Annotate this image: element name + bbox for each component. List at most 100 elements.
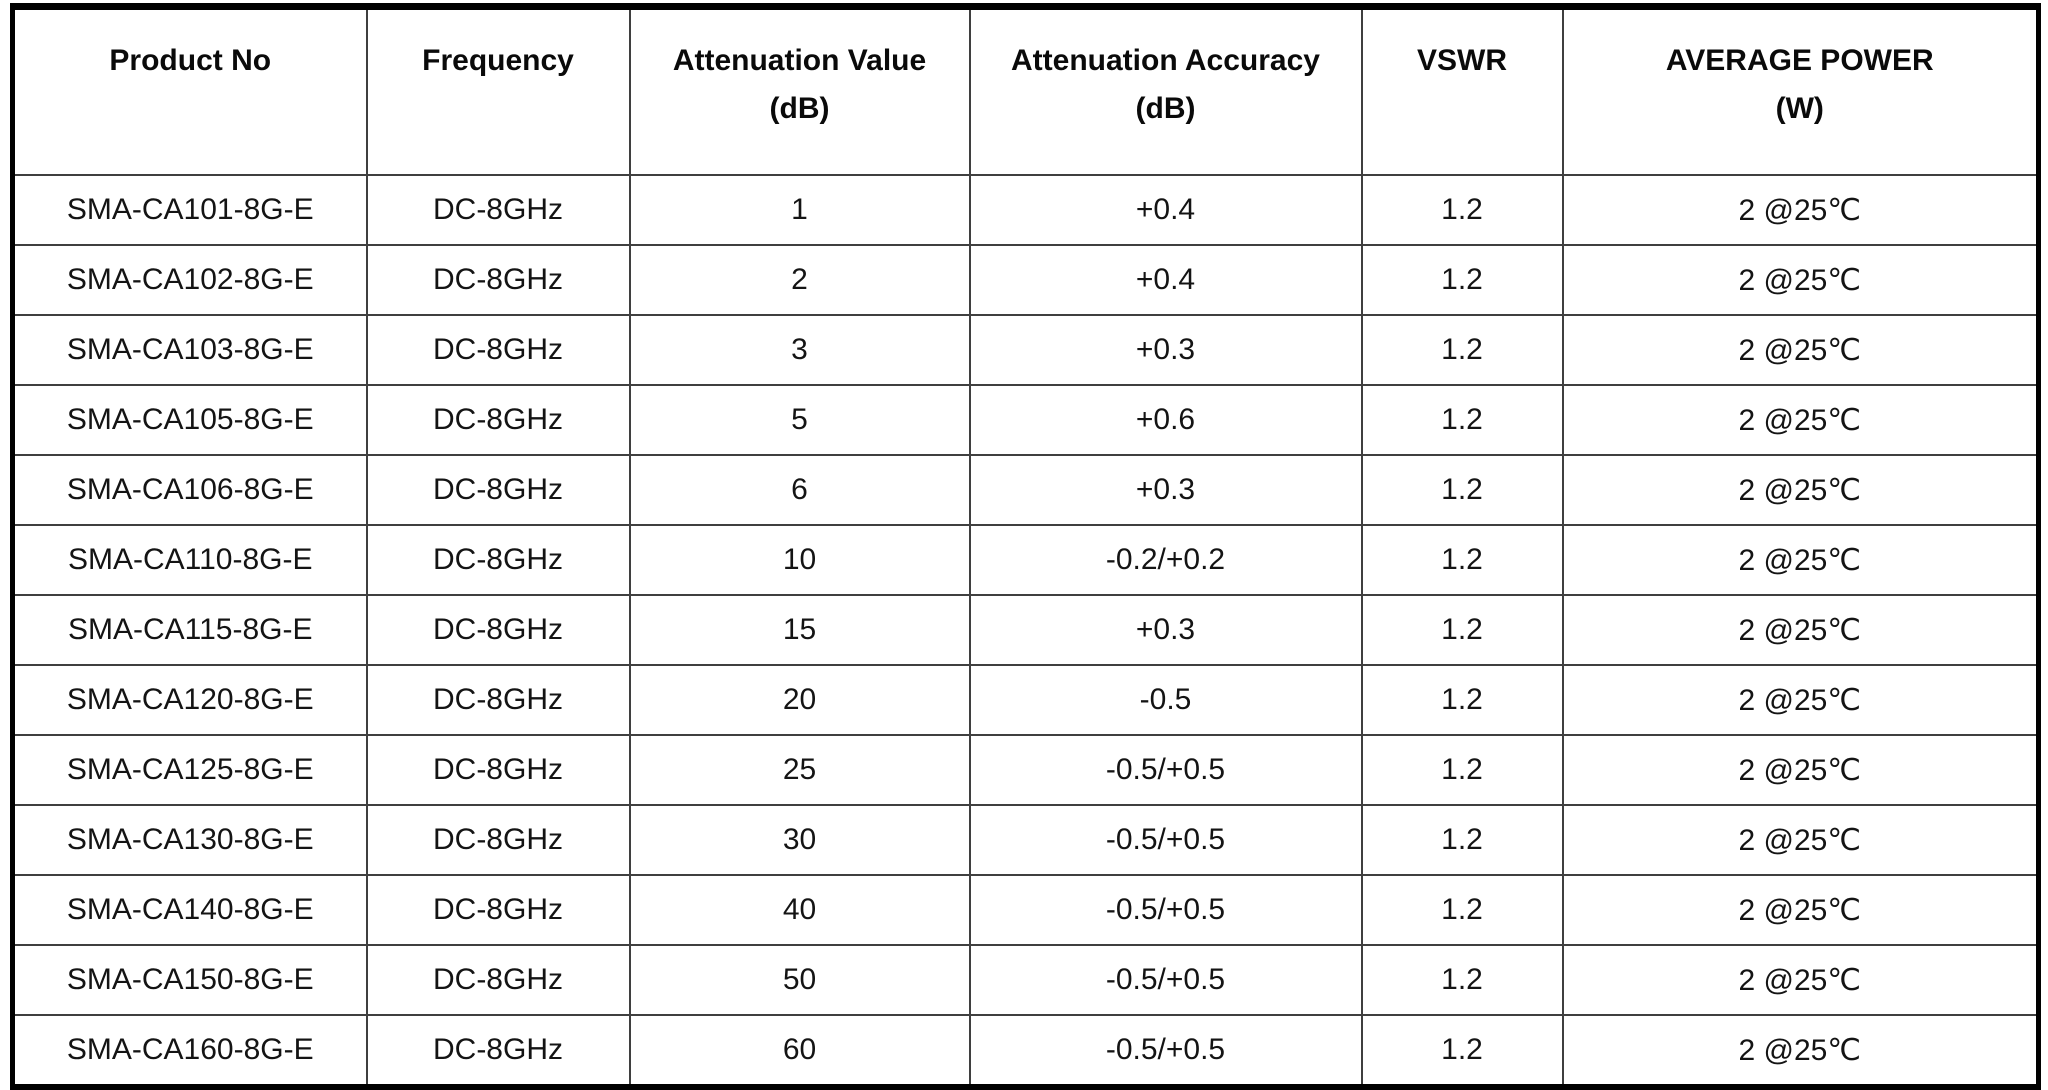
- cell-frequency: DC-8GHz: [365, 944, 631, 1016]
- cell-attenuation-value: 3: [628, 314, 971, 386]
- cell-vswr: 1.2: [1360, 944, 1564, 1016]
- cell-vswr: 1.2: [1360, 804, 1564, 876]
- cell-average-power: 2 @25℃: [1561, 174, 2040, 246]
- cell-attenuation-value: 30: [628, 804, 971, 876]
- cell-attenuation-accuracy: +0.3: [968, 314, 1363, 386]
- cell-frequency: DC-8GHz: [365, 804, 631, 876]
- cell-vswr: 1.2: [1360, 244, 1564, 316]
- cell-average-power: 2 @25℃: [1561, 594, 2040, 666]
- cell-product-no: SMA-CA106-8G-E: [11, 454, 368, 526]
- cell-vswr: 1.2: [1360, 664, 1564, 736]
- cell-vswr: 1.2: [1360, 734, 1564, 806]
- cell-product-no: SMA-CA115-8G-E: [11, 594, 368, 666]
- cell-product-no: SMA-CA130-8G-E: [11, 804, 368, 876]
- cell-attenuation-value: 6: [628, 454, 971, 526]
- column-header-label: Product No: [109, 44, 272, 77]
- cell-average-power: 2 @25℃: [1561, 874, 2040, 946]
- cell-product-no: SMA-CA102-8G-E: [11, 244, 368, 316]
- cell-attenuation-value: 2: [628, 244, 971, 316]
- cell-frequency: DC-8GHz: [365, 524, 631, 596]
- cell-attenuation-value: 60: [628, 1014, 971, 1088]
- table-row: SMA-CA125-8G-E DC-8GHz 25 -0.5/+0.5 1.2 2 @25…: [11, 734, 2040, 806]
- cell-attenuation-accuracy: +0.4: [968, 244, 1363, 316]
- cell-frequency: DC-8GHz: [365, 734, 631, 806]
- cell-vswr: 1.2: [1360, 174, 1564, 246]
- cell-vswr: 1.2: [1360, 524, 1564, 596]
- spec-table: Product No Frequency Attenuation Value (dB)…: [10, 3, 2041, 1090]
- cell-average-power: 2 @25℃: [1561, 664, 2040, 736]
- column-header-unit: (dB): [1135, 92, 1196, 125]
- table-row: SMA-CA106-8G-E DC-8GHz 6 +0.3 1.2 2 @25℃: [11, 454, 2040, 526]
- column-header-label: Attenuation Accuracy: [1011, 44, 1320, 77]
- table-row: SMA-CA101-8G-E DC-8GHz 1 +0.4 1.2 2 @25℃: [11, 174, 2040, 246]
- table-row: SMA-CA130-8G-E DC-8GHz 30 -0.5/+0.5 1.2 2 @25…: [11, 804, 2040, 876]
- cell-frequency: DC-8GHz: [365, 454, 631, 526]
- cell-frequency: DC-8GHz: [365, 244, 631, 316]
- cell-frequency: DC-8GHz: [365, 174, 631, 246]
- cell-attenuation-accuracy: +0.3: [968, 594, 1363, 666]
- cell-attenuation-accuracy: -0.5: [968, 664, 1363, 736]
- table-header-row: Product No Frequency Attenuation Value (dB)…: [11, 5, 2040, 176]
- cell-average-power: 2 @25℃: [1561, 454, 2040, 526]
- column-header-label: Attenuation Value: [672, 44, 927, 77]
- cell-frequency: DC-8GHz: [365, 384, 631, 456]
- cell-attenuation-value: 1: [628, 174, 971, 246]
- cell-frequency: DC-8GHz: [365, 1014, 631, 1088]
- cell-average-power: 2 @25℃: [1561, 524, 2040, 596]
- cell-attenuation-value: 5: [628, 384, 971, 456]
- cell-average-power: 2 @25℃: [1561, 804, 2040, 876]
- cell-attenuation-accuracy: -0.2/+0.2: [968, 524, 1363, 596]
- column-header-label: VSWR: [1417, 44, 1507, 77]
- cell-product-no: SMA-CA110-8G-E: [11, 524, 368, 596]
- column-header-attenuation-value: Attenuation Value (dB): [628, 5, 971, 176]
- cell-average-power: 2 @25℃: [1561, 314, 2040, 386]
- cell-attenuation-value: 40: [628, 874, 971, 946]
- table-row: SMA-CA160-8G-E DC-8GHz 60 -0.5/+0.5 1.2 2 @25…: [11, 1014, 2040, 1088]
- cell-frequency: DC-8GHz: [365, 314, 631, 386]
- column-header-product-no: Product No: [11, 5, 368, 176]
- cell-frequency: DC-8GHz: [365, 664, 631, 736]
- cell-attenuation-accuracy: -0.5/+0.5: [968, 944, 1363, 1016]
- cell-attenuation-accuracy: -0.5/+0.5: [968, 1014, 1363, 1088]
- cell-attenuation-value: 50: [628, 944, 971, 1016]
- spec-table-container: Product No Frequency Attenuation Value (dB)…: [10, 3, 2041, 1090]
- cell-vswr: 1.2: [1360, 1014, 1564, 1088]
- table-row: SMA-CA115-8G-E DC-8GHz 15 +0.3 1.2 2 @25℃: [11, 594, 2040, 666]
- table-row: SMA-CA110-8G-E DC-8GHz 10 -0.2/+0.2 1.2 2 @25…: [11, 524, 2040, 596]
- cell-vswr: 1.2: [1360, 454, 1564, 526]
- table-row: SMA-CA102-8G-E DC-8GHz 2 +0.4 1.2 2 @25℃: [11, 244, 2040, 316]
- cell-attenuation-value: 15: [628, 594, 971, 666]
- cell-vswr: 1.2: [1360, 314, 1564, 386]
- cell-average-power: 2 @25℃: [1561, 1014, 2040, 1088]
- table-row: SMA-CA105-8G-E DC-8GHz 5 +0.6 1.2 2 @25℃: [11, 384, 2040, 456]
- cell-attenuation-accuracy: -0.5/+0.5: [968, 734, 1363, 806]
- column-header-label: Frequency: [422, 44, 574, 77]
- cell-product-no: SMA-CA150-8G-E: [11, 944, 368, 1016]
- cell-vswr: 1.2: [1360, 874, 1564, 946]
- cell-product-no: SMA-CA140-8G-E: [11, 874, 368, 946]
- cell-average-power: 2 @25℃: [1561, 384, 2040, 456]
- cell-product-no: SMA-CA160-8G-E: [11, 1014, 368, 1088]
- cell-attenuation-accuracy: +0.6: [968, 384, 1363, 456]
- cell-attenuation-accuracy: -0.5/+0.5: [968, 804, 1363, 876]
- cell-attenuation-value: 10: [628, 524, 971, 596]
- column-header-frequency: Frequency: [365, 5, 631, 176]
- table-row: SMA-CA103-8G-E DC-8GHz 3 +0.3 1.2 2 @25℃: [11, 314, 2040, 386]
- cell-attenuation-accuracy: -0.5/+0.5: [968, 874, 1363, 946]
- column-header-unit: (dB): [769, 92, 830, 125]
- cell-average-power: 2 @25℃: [1561, 734, 2040, 806]
- column-header-label: AVERAGE POWER: [1665, 44, 1934, 77]
- cell-product-no: SMA-CA125-8G-E: [11, 734, 368, 806]
- column-header-average-power: AVERAGE POWER (W): [1561, 5, 2040, 176]
- cell-product-no: SMA-CA105-8G-E: [11, 384, 368, 456]
- table-body: SMA-CA101-8G-E DC-8GHz 1 +0.4 1.2 2 @25℃ SMA-C…: [11, 174, 2040, 1088]
- cell-product-no: SMA-CA103-8G-E: [11, 314, 368, 386]
- cell-average-power: 2 @25℃: [1561, 944, 2040, 1016]
- cell-frequency: DC-8GHz: [365, 594, 631, 666]
- cell-vswr: 1.2: [1360, 384, 1564, 456]
- cell-product-no: SMA-CA120-8G-E: [11, 664, 368, 736]
- cell-frequency: DC-8GHz: [365, 874, 631, 946]
- cell-average-power: 2 @25℃: [1561, 244, 2040, 316]
- column-header-attenuation-accuracy: Attenuation Accuracy (dB): [968, 5, 1363, 176]
- column-header-vswr: VSWR: [1360, 5, 1564, 176]
